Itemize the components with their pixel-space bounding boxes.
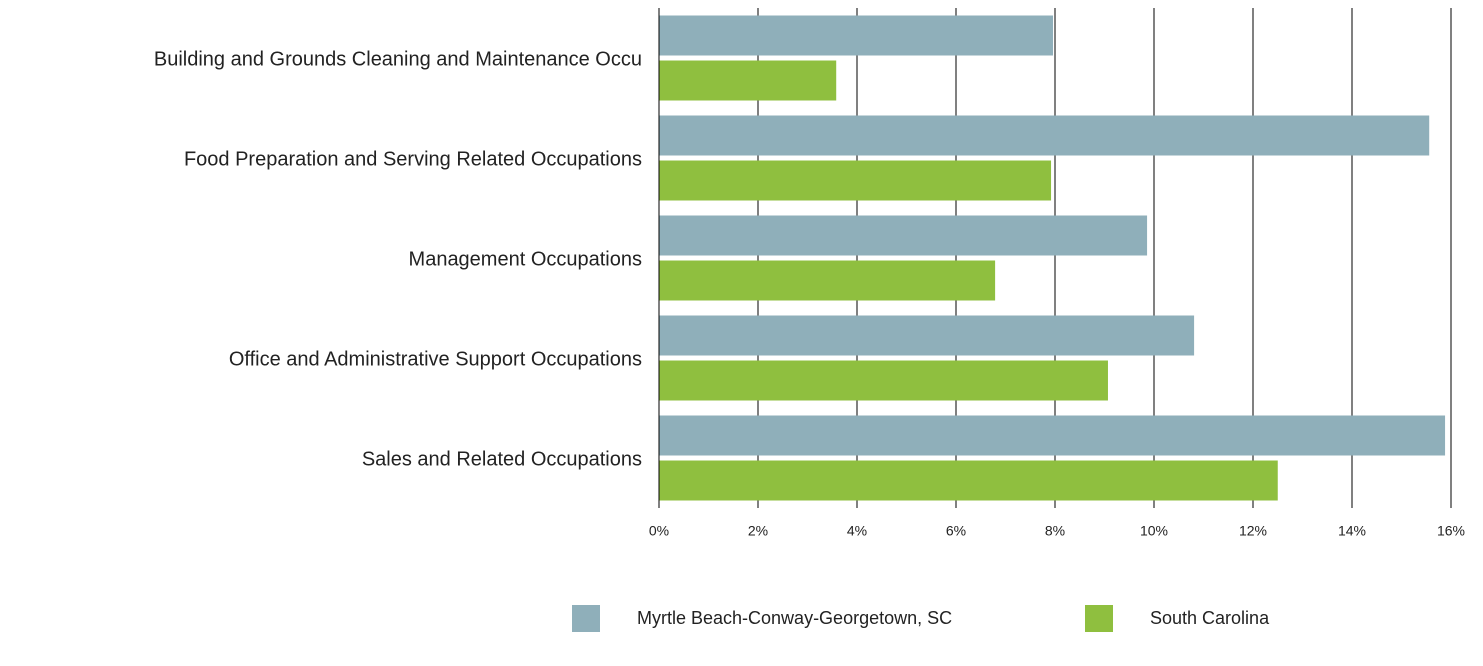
x-tick-label: 10% <box>1140 523 1168 539</box>
legend-label: South Carolina <box>1150 608 1270 628</box>
y-tick-label: Building and Grounds Cleaning and Mainte… <box>154 48 642 70</box>
legend-swatch <box>572 605 600 632</box>
y-tick-label: Office and Administrative Support Occupa… <box>229 348 642 370</box>
bar <box>659 215 1148 256</box>
bar <box>659 360 1108 401</box>
x-tick-label: 16% <box>1437 523 1465 539</box>
bar <box>659 60 837 101</box>
bar <box>659 160 1052 201</box>
legend-swatch <box>1085 605 1113 632</box>
chart: 0% 2% 4% 6% 8% 10% 12% 14% 16% Building and Groun… <box>154 8 1465 539</box>
bar <box>659 260 996 301</box>
legend-item: South Carolina <box>1085 605 1450 633</box>
bar <box>659 315 1195 356</box>
y-tick-label: Food Preparation and Serving Related Occ… <box>184 148 642 170</box>
x-tick-label: 4% <box>847 523 867 539</box>
x-tick-label: 6% <box>946 523 966 539</box>
bar <box>659 115 1430 156</box>
x-tick-label: 12% <box>1239 523 1267 539</box>
y-tick-label: Management Occupations <box>409 248 642 270</box>
x-tick-label: 2% <box>748 523 768 539</box>
bar <box>659 460 1278 501</box>
x-tick-label: 8% <box>1045 523 1065 539</box>
x-tick-label: 0% <box>649 523 669 539</box>
bar <box>659 15 1054 56</box>
y-tick-label: Sales and Related Occupations <box>362 448 642 470</box>
x-tick-label: 14% <box>1338 523 1366 539</box>
legend-item: Myrtle Beach-Conway-Georgetown, SC <box>572 605 957 633</box>
legend-label: Myrtle Beach-Conway-Georgetown, SC <box>637 608 953 628</box>
bar <box>659 415 1446 456</box>
